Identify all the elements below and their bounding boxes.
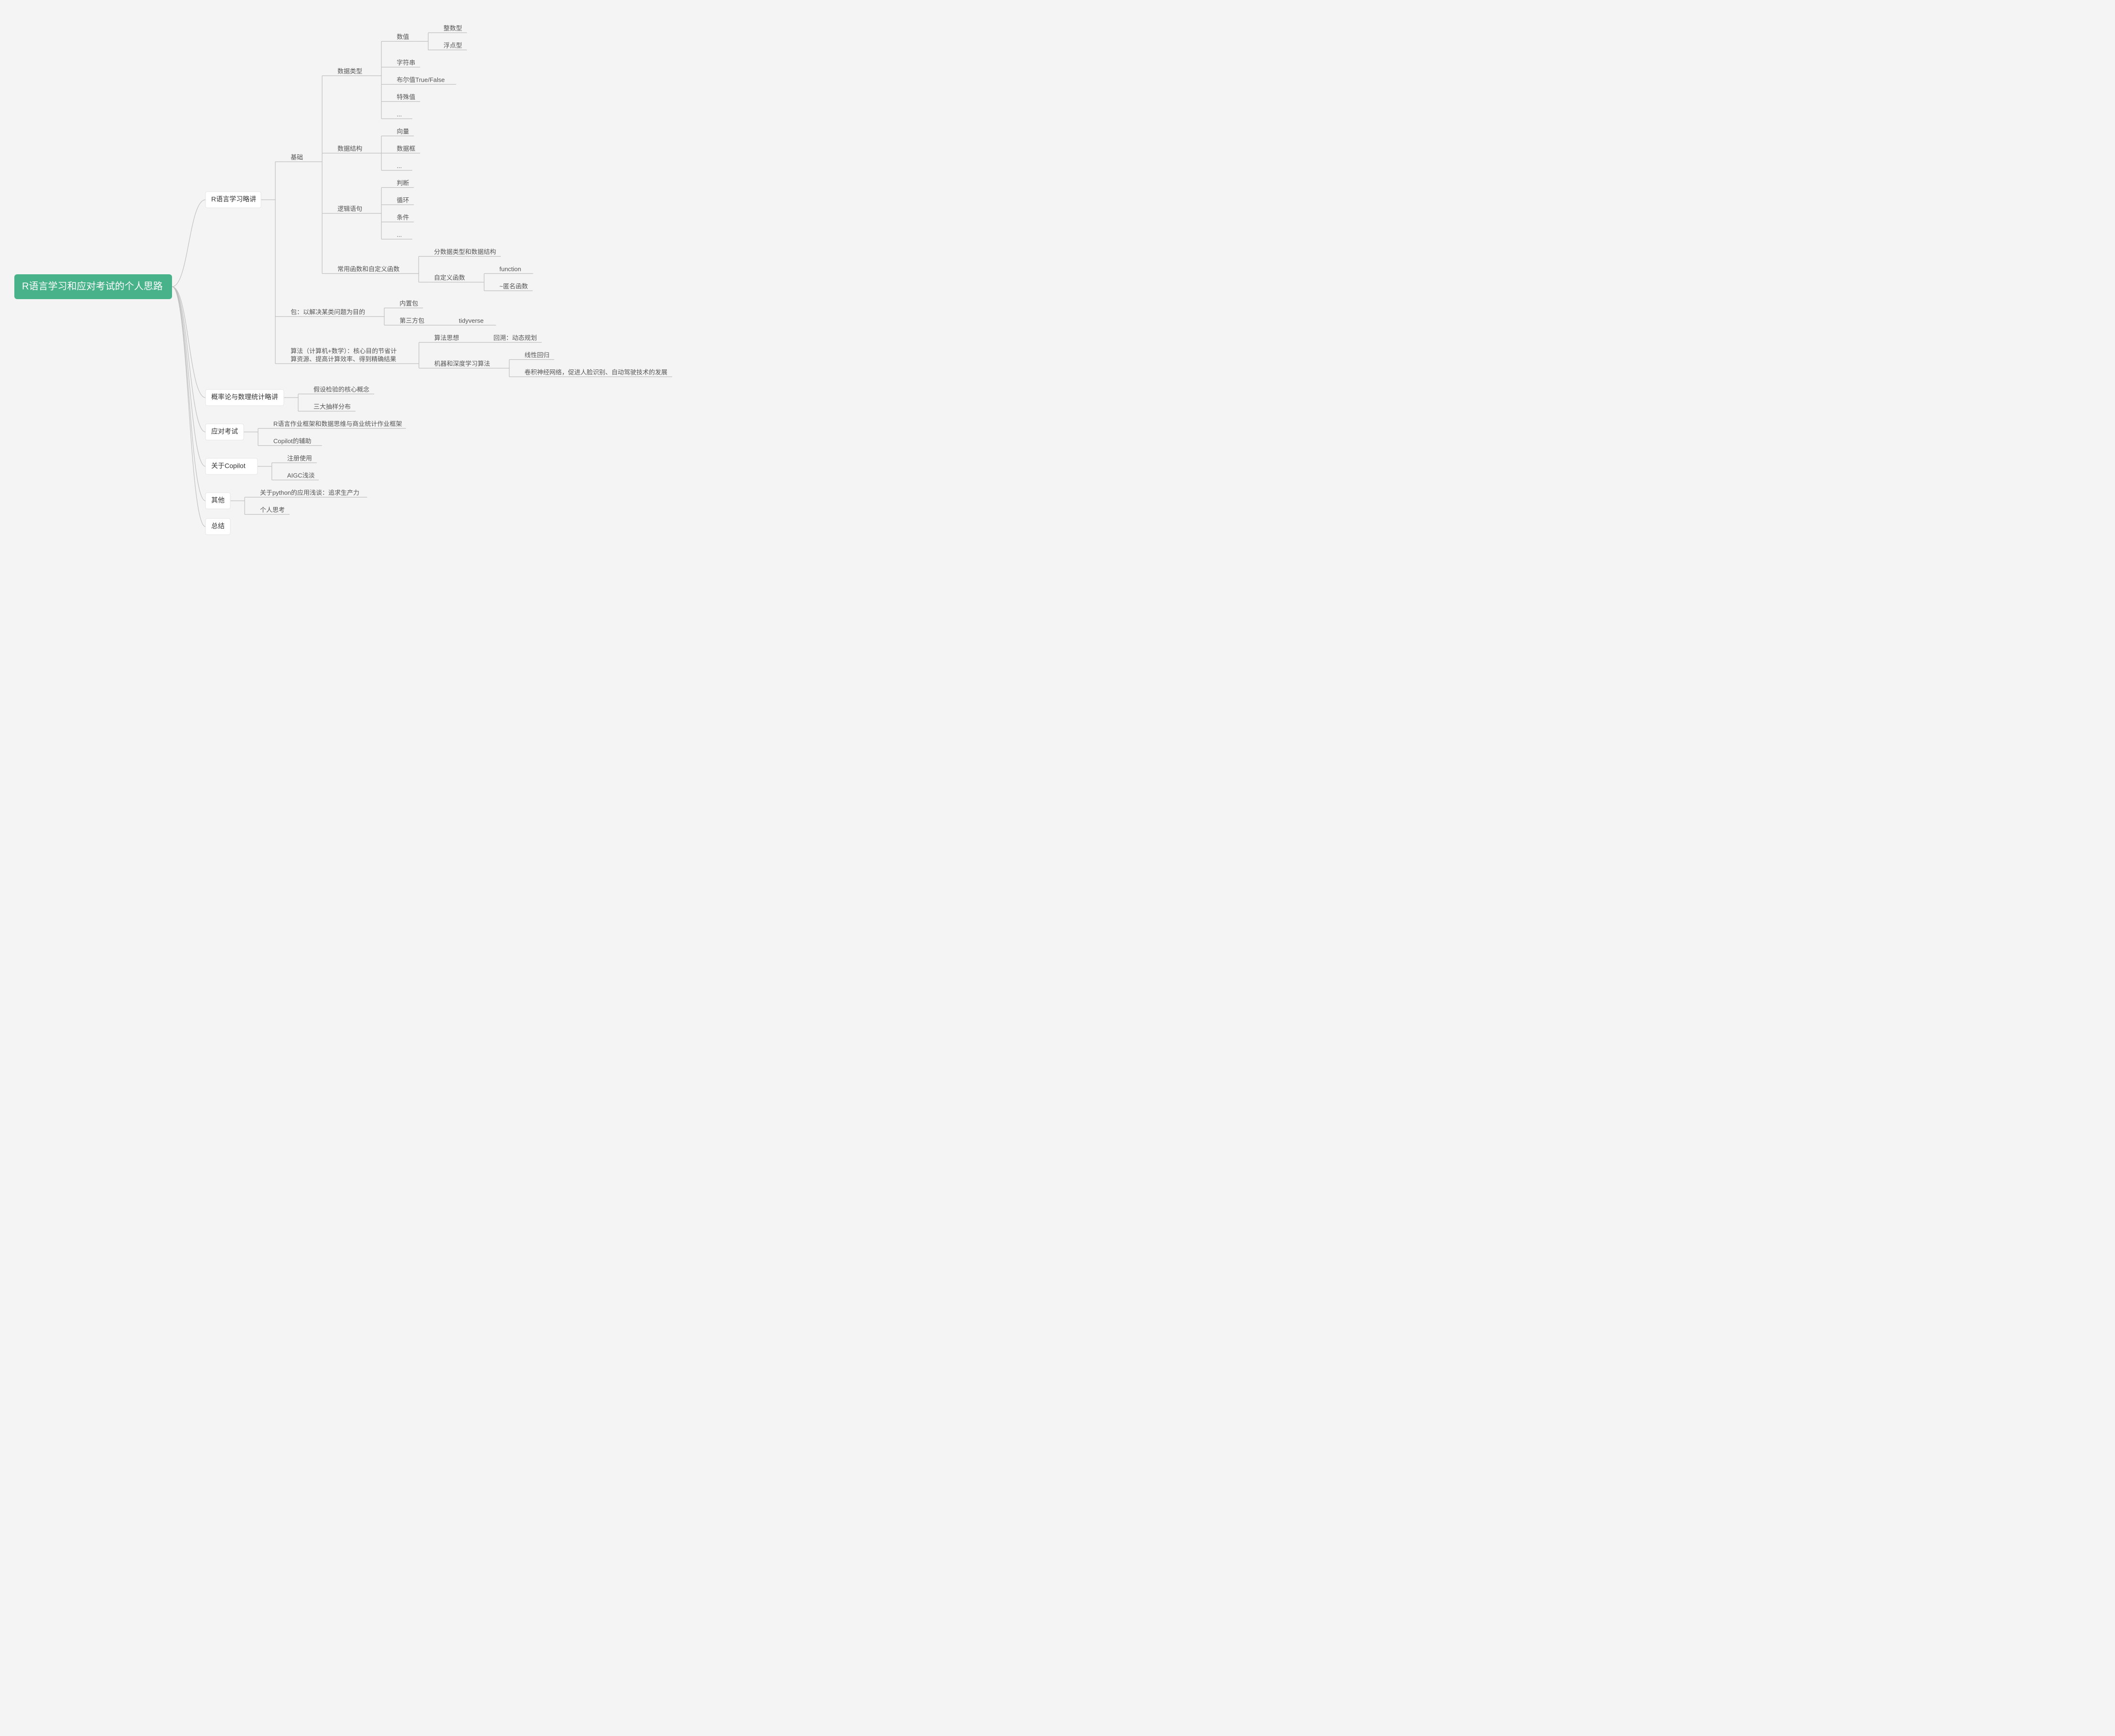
branch-label: R语言学习略讲 xyxy=(211,195,256,203)
node-label: ... xyxy=(397,162,402,169)
node-label: 包：以解决某类问题为目的 xyxy=(291,308,365,315)
node-label: 浮点型 xyxy=(443,42,462,49)
node-label: function xyxy=(499,265,521,272)
node-label: 卷积神经网络，促进人脸识别、自动驾驶技术的发展 xyxy=(525,368,668,376)
node-label: 算法（计算机+数学）：核心目的节省计 xyxy=(291,347,397,355)
node-label: 循环 xyxy=(397,196,409,204)
node-label: 数据结构 xyxy=(337,145,362,152)
node-label: AIGC浅淡 xyxy=(287,472,315,479)
branch-label: 其他 xyxy=(211,496,225,504)
node-label: 分数据类型和数据结构 xyxy=(434,248,496,255)
node-label: 向量 xyxy=(397,128,409,135)
node-label: 关于python的应用浅谈：追求生产力 xyxy=(260,489,359,496)
node-label: 判断 xyxy=(397,179,409,186)
node-label: 特殊值 xyxy=(397,93,415,100)
branch-label: 应对考试 xyxy=(211,428,238,435)
node-label: 基础 xyxy=(291,153,303,161)
node-label: 线性回归 xyxy=(525,351,550,358)
node-label: 布尔值True/False xyxy=(397,76,445,83)
node-label: 注册使用 xyxy=(287,454,312,462)
node-label: 三大抽样分布 xyxy=(313,403,351,410)
node-label: ~匿名函数 xyxy=(499,282,528,290)
node-label: tidyverse xyxy=(459,317,484,324)
node-label: 常用函数和自定义函数 xyxy=(337,265,399,272)
node-label: 第三方包 xyxy=(399,317,424,324)
branch-label: 关于Copilot xyxy=(211,462,246,470)
node-label: 数据框 xyxy=(397,145,415,152)
node-label: 逻辑语句 xyxy=(337,205,362,212)
mindmap-diagram: R语言学习和应对考试的个人思路 R语言学习略讲 基础 数据类型 数值 整数型浮点型字符串布… xyxy=(0,0,2115,604)
node-label: 数值 xyxy=(397,33,409,40)
node-label: 内置包 xyxy=(399,300,418,307)
node-label: 算法思想 xyxy=(434,334,459,341)
node-label: 机器和深度学习算法 xyxy=(434,360,490,367)
node-label: 整数型 xyxy=(443,24,462,32)
node-label: 假设检验的核心概念 xyxy=(313,386,369,393)
node-label: 条件 xyxy=(397,214,409,221)
branch-label: 概率论与数理统计略讲 xyxy=(211,393,278,401)
mindmap-svg: R语言学习和应对考试的个人思路 R语言学习略讲 基础 数据类型 数值 整数型浮点型字符串布… xyxy=(0,0,736,604)
node-label: R语言作业框架和数据思维与商业统计作业框架 xyxy=(273,420,402,427)
node-label: 回溯：动态规划 xyxy=(494,334,537,341)
node-label: 字符串 xyxy=(397,59,415,66)
node-label: Copilot的辅助 xyxy=(273,437,311,444)
root-label: R语言学习和应对考试的个人思路 xyxy=(22,280,162,291)
node-label: 个人思考 xyxy=(260,506,285,513)
node-label: 数据类型 xyxy=(337,67,362,75)
node-label: 自定义函数 xyxy=(434,274,465,281)
branch-label: 总结 xyxy=(211,522,225,530)
node-label: ... xyxy=(397,231,402,238)
node-label: 算资源、提高计算效率、得到精确结果 xyxy=(291,356,396,363)
node-label: ... xyxy=(397,110,402,118)
